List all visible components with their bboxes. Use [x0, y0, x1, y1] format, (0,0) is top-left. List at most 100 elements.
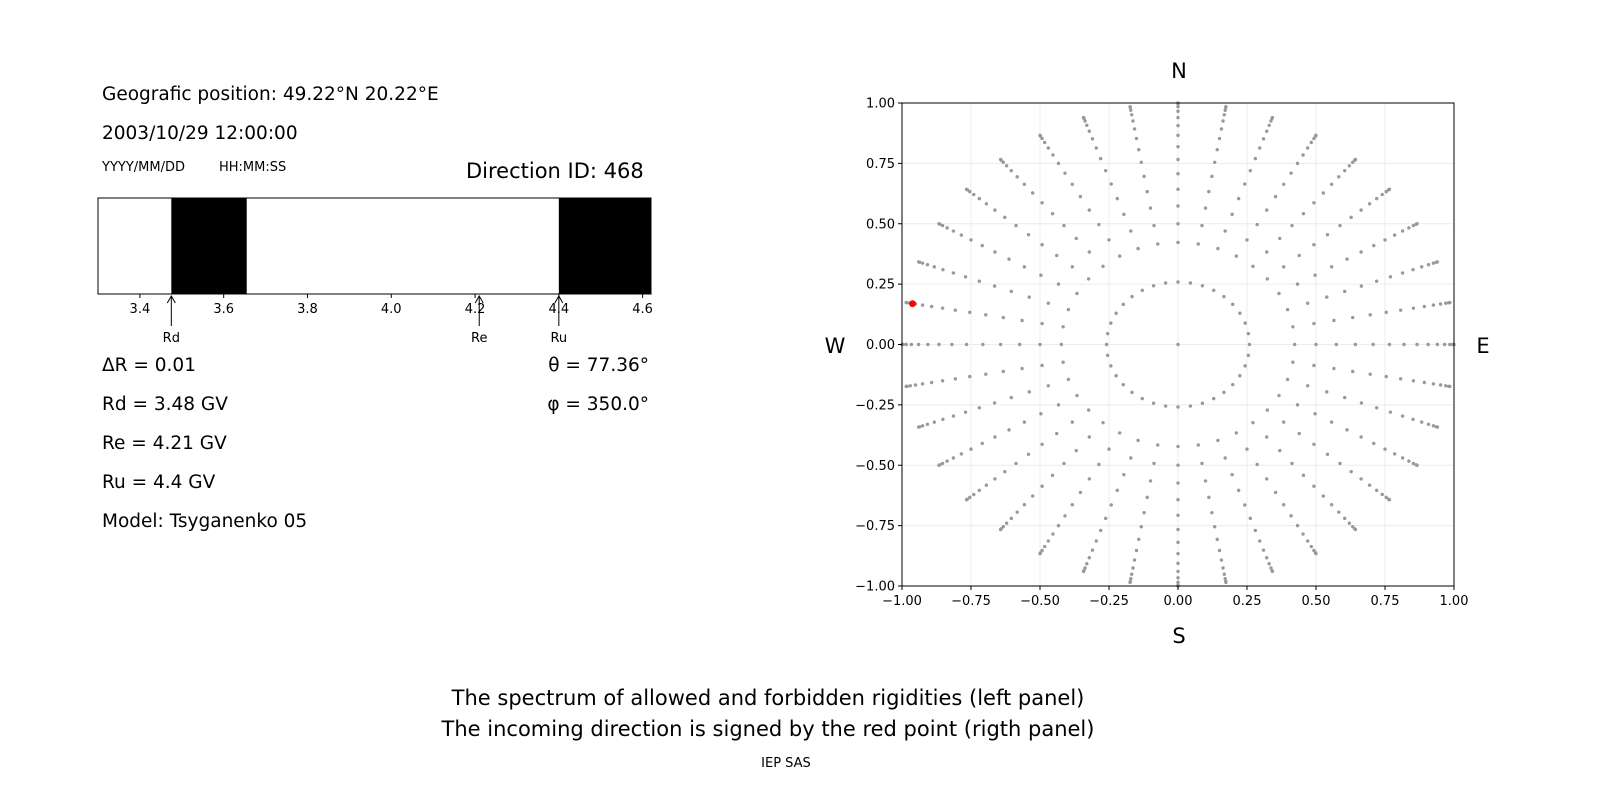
- direction-point: [1388, 275, 1393, 279]
- direction-point: [1129, 108, 1133, 112]
- direction-point: [926, 342, 930, 347]
- geographic-position: Geografic position: 49.22°N 20.22°E: [102, 84, 439, 105]
- direction-point: [1282, 265, 1286, 269]
- direction-point: [1353, 157, 1358, 162]
- direction-point: [945, 459, 949, 463]
- x-tick-label: 0.75: [1371, 594, 1400, 609]
- direction-point: [1130, 390, 1134, 395]
- direction-point: [1030, 494, 1035, 498]
- direction-point: [1251, 264, 1255, 269]
- direction-point: [1109, 182, 1113, 186]
- direction-point: [1098, 156, 1103, 161]
- direction-point: [1140, 396, 1144, 401]
- direction-point: [945, 226, 949, 230]
- date-time: 2003/10/29 12:00:00: [102, 123, 298, 144]
- direction-point: [1132, 127, 1137, 131]
- direction-point: [1098, 528, 1103, 533]
- direction-point: [1347, 521, 1352, 525]
- direction-point: [1285, 307, 1290, 312]
- direction-point: [1017, 342, 1022, 347]
- direction-point: [1217, 136, 1222, 141]
- ru-value: Ru = 4.4 GV: [102, 472, 216, 493]
- direction-point: [1014, 461, 1018, 466]
- direction-point: [1210, 510, 1214, 515]
- direction-point: [977, 488, 982, 493]
- direction-point: [1368, 372, 1372, 376]
- direction-point: [1132, 558, 1137, 562]
- direction-point: [1230, 472, 1234, 477]
- direction-point: [1295, 523, 1300, 528]
- direction-point: [1265, 408, 1270, 412]
- direction-point: [1359, 477, 1363, 481]
- direction-point: [1438, 383, 1443, 387]
- direction-point: [963, 410, 968, 414]
- direction-point: [1238, 374, 1242, 378]
- direction-point: [1121, 382, 1125, 387]
- direction-point: [1402, 342, 1406, 347]
- south-label: S: [1172, 624, 1185, 648]
- direction-point: [1351, 369, 1355, 374]
- direction-point: [1384, 495, 1388, 500]
- direction-point: [937, 342, 941, 347]
- direction-point: [1290, 223, 1294, 228]
- direction-point: [1246, 331, 1251, 336]
- direction-point: [1400, 414, 1405, 418]
- re-value: Re = 4.21 GV: [102, 433, 227, 454]
- direction-point: [951, 456, 956, 460]
- direction-point: [1087, 250, 1091, 254]
- direction-point: [1431, 261, 1436, 265]
- direction-point: [1291, 325, 1295, 329]
- direction-point: [1056, 282, 1061, 286]
- direction-point: [1083, 119, 1087, 123]
- direction-point: [953, 308, 958, 312]
- west-label: W: [825, 334, 846, 358]
- direction-point: [1176, 576, 1180, 580]
- direction-point: [1121, 302, 1125, 307]
- direction-point: [1040, 243, 1044, 247]
- direction-point: [1305, 384, 1310, 388]
- direction-point: [964, 342, 969, 347]
- direction-point: [963, 275, 968, 279]
- direction-point: [968, 189, 972, 194]
- direction-point: [1261, 548, 1266, 552]
- direction-point: [1129, 577, 1133, 581]
- direction-point: [1103, 516, 1108, 521]
- direction-point: [1222, 294, 1226, 299]
- direction-point: [1312, 321, 1316, 326]
- direction-point: [1097, 222, 1101, 227]
- direction-id: Direction ID: 468: [466, 159, 644, 183]
- direction-point: [1289, 171, 1293, 175]
- direction-point: [1282, 420, 1286, 424]
- direction-point: [1004, 164, 1009, 168]
- direction-point: [1329, 503, 1334, 507]
- y-tick-label: −0.75: [855, 519, 895, 534]
- direction-point: [1009, 168, 1013, 173]
- direction-point: [1297, 253, 1301, 258]
- direction-point: [1312, 201, 1316, 205]
- direction-point: [1277, 393, 1281, 398]
- direction-point: [1273, 490, 1278, 495]
- direction-point: [1200, 461, 1204, 466]
- north-label: N: [1171, 59, 1187, 83]
- direction-point: [1443, 384, 1448, 388]
- direction-point: [1003, 215, 1007, 220]
- model-name: Model: Tsyganenko 05: [102, 511, 308, 532]
- direction-point: [1221, 566, 1225, 570]
- direction-point: [1009, 395, 1013, 400]
- direction-point: [1074, 448, 1078, 453]
- direction-point: [1380, 492, 1384, 497]
- direction-point: [1050, 211, 1055, 216]
- direction-point: [1224, 580, 1228, 585]
- forbidden-band-1: [558, 198, 651, 294]
- direction-point: [1222, 572, 1226, 576]
- direction-point: [1270, 115, 1275, 120]
- direction-point: [1345, 428, 1349, 432]
- direction-point: [1117, 431, 1122, 435]
- direction-point: [1001, 524, 1005, 529]
- direction-point: [1435, 260, 1440, 264]
- direction-point: [1415, 463, 1419, 467]
- x-tick-label: 0.25: [1233, 594, 1262, 609]
- direction-point: [998, 342, 1003, 347]
- direction-point: [1267, 562, 1271, 566]
- direction-point: [1212, 396, 1216, 401]
